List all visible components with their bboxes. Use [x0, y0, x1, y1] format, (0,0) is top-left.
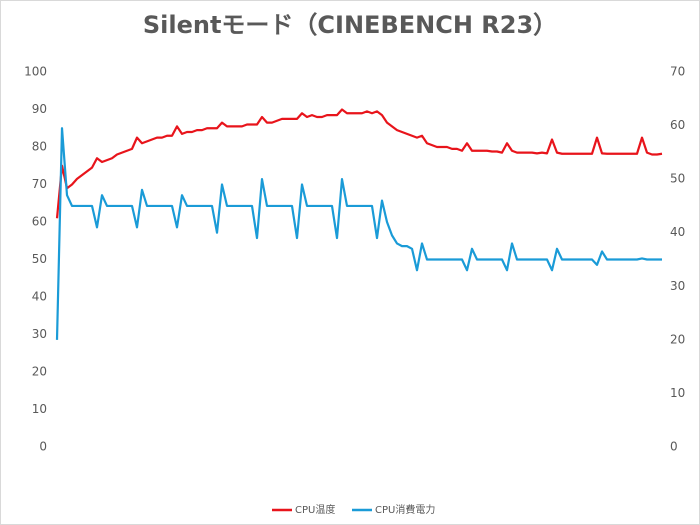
y2-tick-label: 40 [670, 225, 685, 239]
y2-tick-label: 30 [670, 279, 685, 293]
y2-tick-label: 70 [670, 65, 685, 79]
y-tick-label: 90 [32, 102, 47, 116]
y-tick-label: 70 [32, 177, 47, 191]
y-tick-label: 80 [32, 140, 47, 154]
y-tick-label: 0 [39, 440, 47, 454]
y-tick-label: 20 [32, 365, 47, 379]
y-tick-label: 50 [32, 252, 47, 266]
series-line [55, 108, 663, 219]
chart-title: Silentモード（CINEBENCH R23） [143, 11, 557, 39]
legend-label: CPU消費電力 [375, 503, 435, 516]
y-tick-label: 60 [32, 215, 47, 229]
y-tick-label: 10 [32, 402, 47, 416]
series-line [55, 127, 662, 340]
y-tick-label: 100 [24, 65, 47, 79]
y2-tick-label: 60 [670, 118, 685, 132]
legend-label: CPU温度 [295, 503, 335, 516]
y2-tick-label: 50 [670, 172, 685, 186]
y2-tick-label: 10 [670, 386, 685, 400]
y2-tick-label: 20 [670, 332, 685, 346]
y2-tick-label: 0 [670, 440, 678, 454]
y-tick-label: 40 [32, 290, 47, 304]
y-tick-label: 30 [32, 327, 47, 341]
